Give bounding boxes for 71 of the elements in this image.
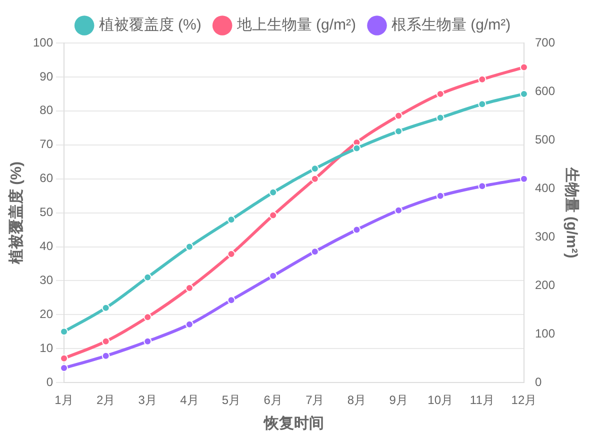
point (60, 364, 68, 372)
x-tick-label: 5月 (222, 393, 241, 408)
x-tick-label: 9月 (389, 393, 408, 408)
y-tick-label: 60 (40, 171, 54, 186)
point (227, 250, 236, 258)
x-tick-label: 6月 (264, 393, 282, 408)
point (102, 304, 110, 312)
point (269, 188, 278, 196)
x-tick-label: 7月 (306, 393, 324, 408)
y-tick-label: 0 (46, 374, 54, 389)
point (144, 273, 152, 282)
y2-tick-label: 200 (534, 278, 556, 292)
y2-tick-label: 600 (534, 84, 556, 98)
x-tick-label: 1月 (54, 393, 74, 408)
point (227, 296, 236, 304)
point (394, 112, 403, 120)
point (352, 144, 361, 152)
y2-tick-label: 100 (534, 326, 556, 340)
y-tick-label: 70 (40, 137, 54, 152)
point (144, 337, 152, 346)
y-axis-title: 植被覆盖度 (%) (7, 162, 26, 266)
point (102, 337, 110, 346)
point (478, 75, 486, 84)
y2-tick-label: 300 (534, 229, 556, 244)
x-tick-label: 4月 (180, 393, 199, 408)
y-tick-label: 40 (40, 239, 54, 254)
x-tick-label: 10月 (428, 393, 454, 408)
y2-tick-label: 500 (534, 132, 556, 146)
point (310, 174, 319, 183)
x-tick-label: 3月 (138, 393, 157, 408)
y-tick-label: 30 (40, 273, 54, 288)
y-tick-label: 50 (40, 205, 54, 220)
x-tick-label: 2月 (96, 393, 116, 408)
point (352, 226, 361, 234)
point (227, 216, 236, 224)
point (269, 211, 278, 220)
x-tick-label: 8月 (347, 393, 366, 408)
legend-label: 植被覆盖度 (%) (98, 16, 202, 34)
x-axis-title: 恢复时间 (263, 415, 324, 432)
point (520, 90, 528, 98)
point (144, 313, 152, 322)
x-tick-label: 11月 (470, 393, 494, 408)
legend-label: 根系生物量 (g/m²) (392, 16, 511, 34)
point (185, 284, 194, 292)
point (185, 242, 194, 251)
point (436, 114, 444, 122)
point (269, 272, 278, 280)
y-tick-label: 10 (40, 340, 54, 355)
point (478, 100, 486, 108)
point (60, 354, 68, 362)
point (394, 127, 403, 136)
point (310, 164, 319, 173)
point (60, 328, 68, 336)
point (436, 192, 444, 200)
point (102, 352, 110, 360)
y-tick-label: 90 (40, 69, 54, 84)
point (394, 206, 403, 214)
x-tick-label: 12月 (511, 393, 537, 408)
point (520, 63, 528, 72)
point (185, 320, 194, 328)
point (478, 182, 486, 190)
y2-tick-label: 0 (534, 374, 542, 389)
y2-tick-label: 700 (534, 35, 556, 50)
point (310, 248, 319, 256)
y-tick-label: 100 (32, 35, 54, 50)
legend-label: 地上生物量 (g/m²) (236, 16, 356, 34)
y2-axis-title: 生物量 (g/m²) (562, 166, 580, 258)
y-tick-label: 80 (40, 103, 54, 118)
y-tick-label: 20 (40, 306, 54, 321)
point (520, 174, 528, 183)
y2-tick-label: 400 (534, 180, 556, 195)
